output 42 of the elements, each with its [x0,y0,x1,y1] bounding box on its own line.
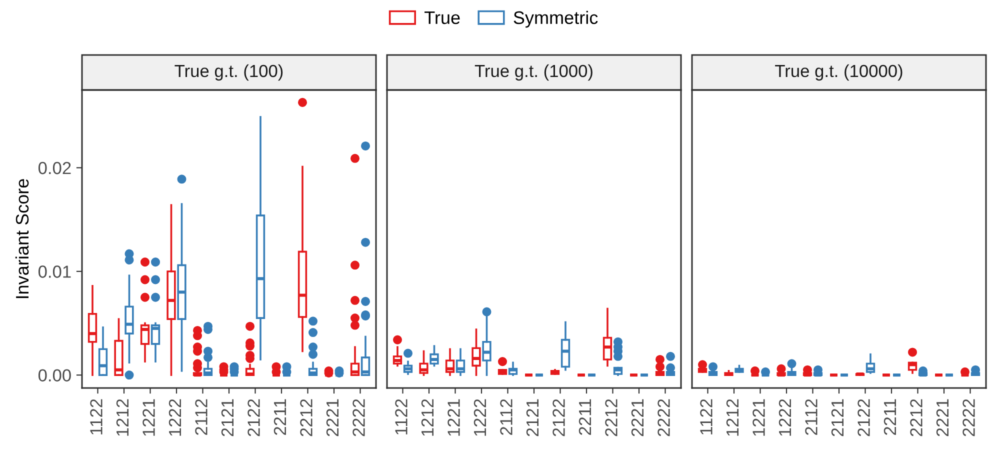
x-tick-label: 2121 [221,399,234,436]
x-tick-label: 2211 [274,399,286,435]
chart-title: True g.t. (100) [174,64,283,81]
x-tick-label: 1122 [395,399,408,434]
x-tick-label: 2222 [962,399,975,436]
y-axis-title: Invariant Score [15,179,29,298]
x-tick-label: 2112 [500,399,512,435]
x-tick-label: 2211 [578,399,591,435]
x-tick-label: 1122 [90,399,102,434]
x-tick-label: 1222 [778,399,791,436]
x-tick-label: 1221 [448,399,460,436]
x-tick-label: 1212 [421,399,434,436]
x-tick-label: 2221 [631,399,644,436]
x-tick-label: 1222 [474,399,486,436]
x-tick-label: 2112 [805,399,818,435]
x-tick-label: 2122 [552,399,565,436]
legend-label: Symmetric [514,10,598,28]
x-tick-label: 1212 [116,399,128,436]
x-tick-label: 2212 [910,399,922,436]
legend-label: True [424,11,460,24]
x-tick-label: 2221 [326,399,338,436]
x-tick-label: 1122 [700,399,712,434]
x-tick-label: 2221 [936,399,948,436]
y-tick-label: 0.00 [38,369,71,382]
x-tick-label: 2122 [858,399,870,436]
y-tick-label: 0.02 [38,162,71,174]
x-tick-label: 2211 [884,399,896,435]
x-tick-label: 1221 [142,399,155,436]
x-tick-label: 2121 [831,399,844,436]
x-tick-label: 2212 [300,399,312,436]
chart-title: True g.t. (10000) [775,64,902,81]
chart-title: True g.t. (1000) [474,64,592,81]
x-tick-label: 2222 [658,399,670,436]
x-tick-label: 1212 [726,399,738,436]
x-tick-label: 2122 [248,399,260,436]
x-tick-label: 2212 [605,399,618,436]
x-tick-label: 2112 [195,399,208,435]
x-tick-label: 2121 [526,399,538,436]
x-tick-label: 1221 [752,399,765,436]
x-tick-label: 2222 [352,399,365,436]
x-tick-label: 1222 [168,399,181,436]
y-tick-label: 0.01 [38,266,71,278]
